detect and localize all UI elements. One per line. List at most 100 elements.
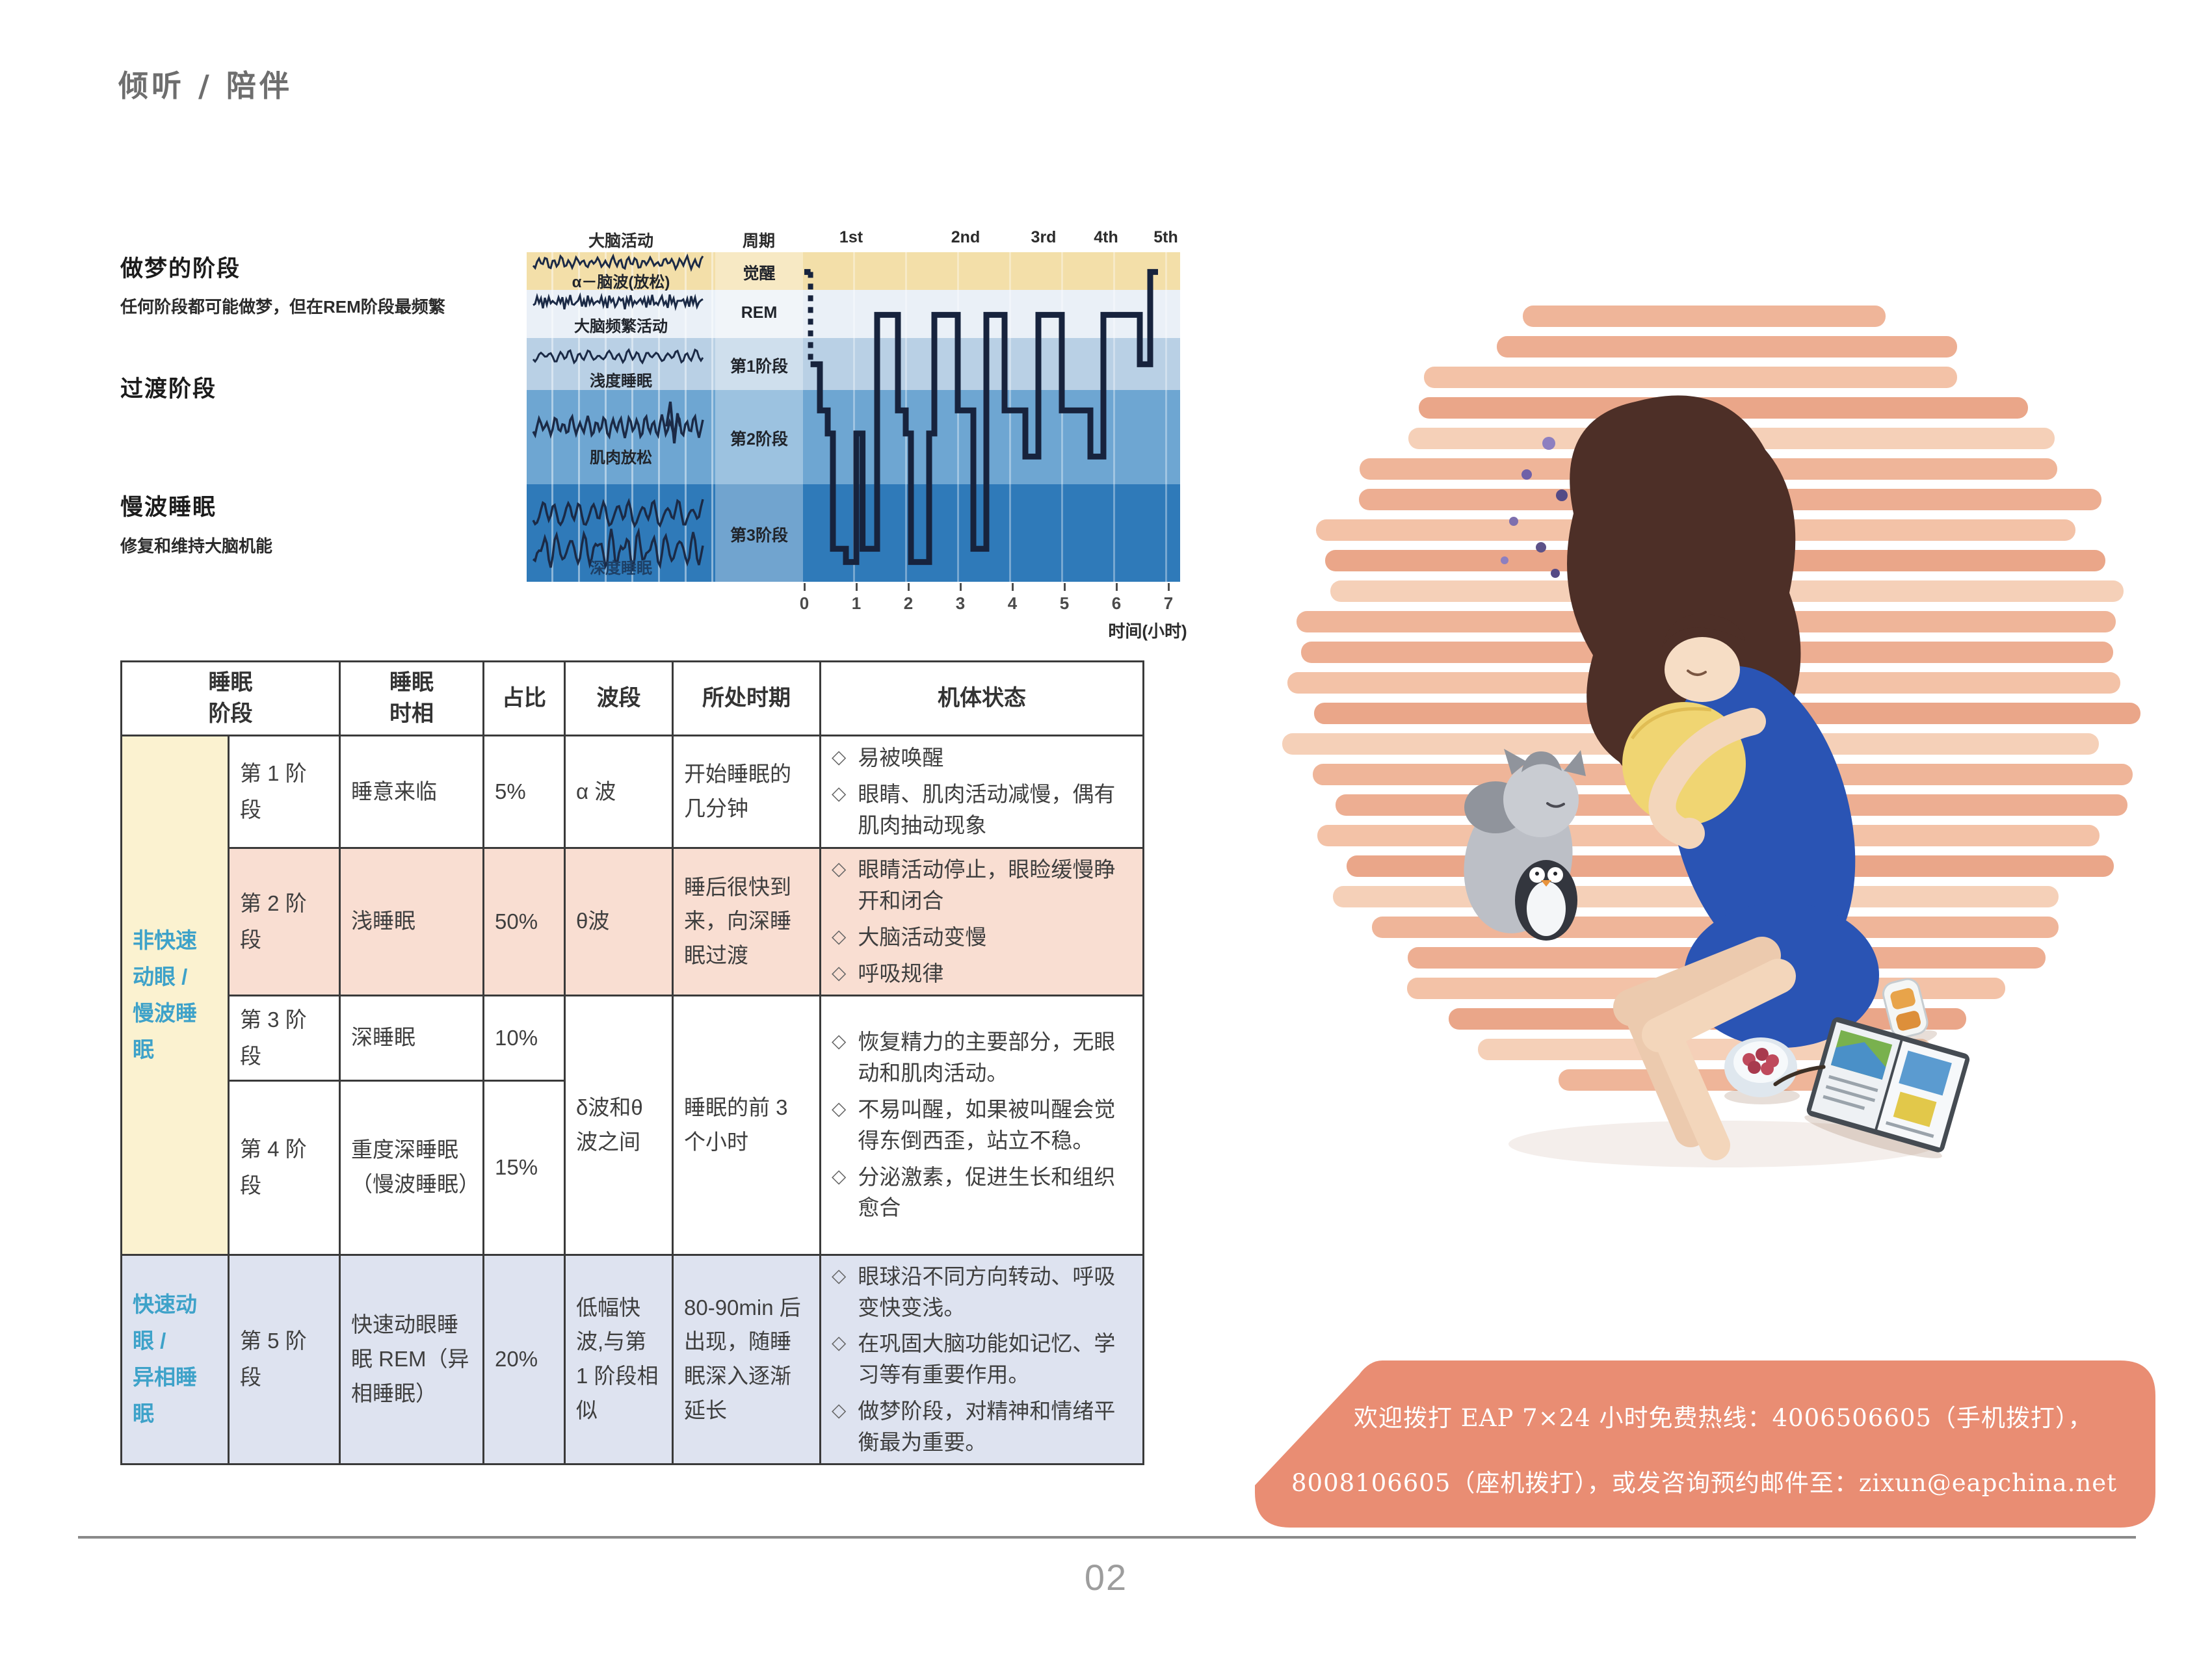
cell-period-3-4: 睡眠的前 3 个小时: [672, 994, 821, 1256]
cycle-column-header: 周期: [742, 232, 776, 250]
cell-stage-2: 第 2 阶 段: [228, 847, 341, 996]
group-rem: 快速动 眼 / 异相睡 眠: [120, 1253, 230, 1465]
cell-states-3-4: ◇ 恢复精力的主要部分，无眼动和肌肉活动。 ◇ 不易叫醒，如果被叫醒会觉得东倒西歪，站…: [832, 1026, 1132, 1223]
state-bullet-item: ◇ 眼睛活动停止，眼睑缓慢睁开和闭合: [832, 857, 1116, 913]
cell-phase-4: 重度深睡眠（慢波睡眠）: [339, 1079, 484, 1256]
state-bullet-item: ◇ 眼球沿不同方向转动、呼吸变快变浅。: [832, 1264, 1116, 1320]
wave-label-alpha: α－脑波(放松): [572, 274, 670, 291]
wave-label-muscle: 肌肉放松: [590, 449, 652, 467]
x-tick-label: 1: [851, 593, 862, 613]
cell-phase-1: 睡意来临: [339, 735, 484, 850]
x-tick: [804, 583, 806, 591]
x-tick: [1168, 583, 1170, 591]
cell-wave-3-4: δ波和θ波之间: [564, 994, 674, 1256]
brain-activity-column-header: 大脑活动: [588, 232, 654, 250]
x-tick-label: 2: [903, 593, 914, 613]
cell-wave-2: θ波: [564, 847, 674, 996]
berry-bowl-icon: [1724, 1037, 1800, 1104]
cell-stage-1: 第 1 阶 段: [228, 735, 341, 850]
state-bullet-item: ◇ 分泌激素，促进生长和组织愈合: [832, 1164, 1116, 1220]
table-header-row: 睡眠 阶段 睡眠 时相 占比 波段 所处时期 机体状态: [120, 660, 1144, 737]
stage-label-stage2: 第2阶段: [730, 430, 788, 449]
x-tick: [908, 583, 910, 591]
cell-period-5: 80-90min 后出现，随睡眠深入逐渐延长: [672, 1253, 821, 1465]
group-nrem: 非快速 动眼 / 慢波睡 眠: [120, 735, 230, 1256]
cell-stage-5: 第 5 阶 段: [228, 1253, 341, 1465]
eap-hotline-banner: 欢迎拨打 EAP 7×24 小时免费热线：4006506605（手机拨打）， 8…: [1255, 1360, 2155, 1528]
sleep-cycle-diagram: 大脑活动 周期 1st 2nd 3rd 4th 5th 觉醒 REM 第1阶段 …: [527, 224, 1187, 653]
x-axis-title: 时间(小时): [1108, 621, 1187, 641]
table-row: 非快速 动眼 / 慢波睡 眠 第 1 阶 段 睡意来临 5% α 波 开始睡眠的…: [120, 735, 1144, 1256]
page-number: 02: [1084, 1557, 1128, 1598]
note-slow-wave-subtitle: 修复和维持大脑机能: [120, 536, 273, 556]
wave-label-rem: 大脑频繁活动: [574, 318, 668, 335]
x-tick: [1064, 583, 1066, 591]
state-bullet-item: ◇ 在巩固大脑功能如记忆、学习等有重要作用。: [832, 1331, 1116, 1387]
state-bullet-item: ◇ 不易叫醒，如果被叫醒会觉得东倒西歪，站立不稳。: [832, 1097, 1116, 1152]
cycle-label-3rd: 3rd: [1031, 228, 1057, 246]
x-tick-label: 6: [1111, 593, 1122, 613]
state-bullet-item: ◇ 大脑活动变慢: [832, 924, 987, 949]
footer-divider: [78, 1536, 2136, 1539]
wave-label-deep: 深度睡眠: [590, 560, 652, 577]
cell-wave-1: α 波: [564, 735, 674, 850]
banner-hotline-line1: 欢迎拨打 EAP 7×24 小时免费热线：4006506605（手机拨打），: [1354, 1404, 2093, 1432]
cycle-label-2nd: 2nd: [951, 228, 981, 246]
sleep-stage-table: 睡眠 阶段 睡眠 时相 占比 波段 所处时期 机体状态 非快速 动眼 / 慢波睡…: [120, 660, 1144, 1465]
table-row: 第 3 阶 段 深睡眠 10% δ波和θ波之间 睡眠的前 3 个小时 ◇ 恢复精力…: [122, 994, 1144, 1256]
note-slow-wave-title: 慢波睡眠: [120, 495, 217, 520]
stage-label-column: [715, 252, 803, 582]
cell-phase-2: 浅睡眠: [339, 847, 484, 996]
banner-shape: [1255, 1360, 2155, 1528]
note-dream-stage-subtitle: 任何阶段都可能做梦，但在REM阶段最频繁: [120, 297, 445, 317]
state-bullet-item: ◇ 恢复精力的主要部分，无眼动和肌肉活动。: [832, 1030, 1116, 1085]
cycle-label-4th: 4th: [1094, 228, 1118, 246]
header-phase: 睡眠 时相: [339, 660, 484, 737]
cell-phase-5: 快速动眼睡眠 REM（异相睡眠）: [339, 1253, 484, 1465]
x-tick-label: 7: [1163, 593, 1174, 613]
watercolor-illustration: [1268, 280, 2204, 1190]
stage-label-stage3: 第3阶段: [730, 527, 788, 545]
state-bullet-item: ◇ 易被唤醒: [832, 746, 944, 770]
x-tick-label: 4: [1007, 593, 1018, 613]
banner-hotline-line2: 8008106605（座机拨打），或发咨询预约邮件至：zixun@eapchin…: [1291, 1469, 2118, 1497]
x-tick-label: 5: [1059, 593, 1070, 613]
stage-label-stage1: 第1阶段: [730, 358, 788, 376]
state-bullet-item: ◇ 眼睛、肌肉活动减慢，偶有肌肉抽动现象: [832, 782, 1116, 838]
stage-label-rem: REM: [741, 304, 778, 322]
x-tick: [856, 583, 858, 591]
cell-states-1: ◇ 易被唤醒 ◇ 眼睛、肌肉活动减慢，偶有肌肉抽动现象: [832, 742, 1132, 841]
cell-states-5: ◇ 眼球沿不同方向转动、呼吸变快变浅。 ◇ 在巩固大脑功能如记忆、学习等有重要作用。 ◇…: [832, 1261, 1132, 1458]
cell-stage-4: 第 4 阶 段: [228, 1079, 341, 1256]
header-period: 所处时期: [672, 660, 821, 737]
cell-pct-1: 5%: [482, 735, 566, 850]
flower-petals-icon: [1501, 437, 1568, 578]
x-tick: [960, 583, 962, 591]
band-stage2: [527, 390, 1180, 484]
note-transition-stage-title: 过渡阶段: [120, 376, 217, 402]
header-body-state: 机体状态: [819, 660, 1144, 737]
wave-label-light: 浅度睡眠: [590, 372, 652, 390]
sleeping-girl-icon: [1567, 395, 1879, 1160]
note-dream-stage-title: 做梦的阶段: [120, 256, 241, 281]
cell-pct-5: 20%: [482, 1253, 566, 1465]
cell-period-1: 开始睡眠的几分钟: [672, 735, 821, 850]
table-row: 第 4 阶 段 重度深睡眠（慢波睡眠） 15%: [122, 1079, 1144, 1256]
cell-pct-4: 15%: [482, 1079, 566, 1256]
cell-pct-3: 10%: [482, 994, 566, 1082]
open-book-icon: [1773, 1017, 1970, 1158]
cycle-label-1st: 1st: [839, 228, 863, 246]
x-tick: [1012, 583, 1014, 591]
stage-label-awake: 觉醒: [743, 265, 776, 283]
cell-wave-5: 低幅快波,与第 1 阶段相似: [564, 1253, 674, 1465]
cell-pct-2: 50%: [482, 847, 566, 996]
diagram-bands: 觉醒 REM 第1阶段 第2阶段 第3阶段 α－脑波(放松) 大脑频繁活动 浅度…: [527, 252, 1180, 582]
table-row: 快速动 眼 / 异相睡 眠 第 5 阶 段 快速动眼睡眠 REM（异相睡眠） 2…: [120, 1253, 1144, 1465]
x-tick: [1116, 583, 1118, 591]
state-bullet-item: ◇ 做梦阶段，对精神和情绪平衡最为重要。: [832, 1399, 1116, 1454]
header-proportion: 占比: [482, 660, 566, 737]
cell-phase-3: 深睡眠: [339, 994, 484, 1082]
cycle-label-5th: 5th: [1153, 228, 1178, 246]
section-header: 倾听 / 陪伴: [118, 68, 293, 103]
